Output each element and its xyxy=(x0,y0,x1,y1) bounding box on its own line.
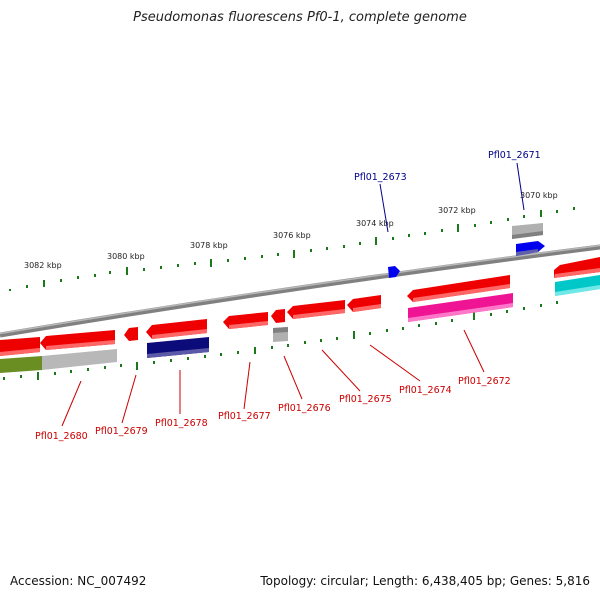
gene-2680-block[interactable] xyxy=(0,337,117,373)
gene-small-red-1[interactable] xyxy=(124,327,138,341)
gene-label-pfl01-2676[interactable]: Pfl01_2676 xyxy=(278,403,331,414)
leader-lines-blue xyxy=(379,162,525,233)
genome-backbone-highlight xyxy=(0,244,600,335)
inner-tick-ring xyxy=(3,301,558,380)
gene-label-pfl01-2674[interactable]: Pfl01_2674 xyxy=(399,385,452,396)
gene-2671-blocks[interactable] xyxy=(512,223,545,256)
gene-2679-arrow[interactable] xyxy=(40,330,115,350)
gene-label-pfl01-2679[interactable]: Pfl01_2679 xyxy=(95,426,148,437)
gene-2677-arrow[interactable] xyxy=(223,312,268,329)
gene-label-pfl01-2673[interactable]: Pfl01_2673 xyxy=(354,172,407,183)
gene-right-red-top[interactable] xyxy=(554,257,600,278)
kbp-label: 3072 kbp xyxy=(438,206,476,215)
gene-2676-arrow[interactable] xyxy=(271,309,288,342)
kbp-label: 3080 kbp xyxy=(107,252,145,261)
kbp-label: 3074 kbp xyxy=(356,219,394,228)
gene-label-pfl01-2672[interactable]: Pfl01_2672 xyxy=(458,376,511,387)
kbp-label: 3078 kbp xyxy=(190,241,228,250)
gene-label-pfl01-2675[interactable]: Pfl01_2675 xyxy=(339,394,392,405)
genome-backbone xyxy=(0,244,600,338)
gene-2675-arrow[interactable] xyxy=(287,300,345,319)
gene-2673-arrow[interactable] xyxy=(388,266,400,278)
kbp-label: 3076 kbp xyxy=(273,231,311,240)
gene-label-pfl01-2677[interactable]: Pfl01_2677 xyxy=(218,411,271,422)
gene-2678-arrow[interactable] xyxy=(146,319,209,358)
topology-text: Topology: circular; Length: 6,438,405 bp… xyxy=(260,574,590,588)
gene-label-pfl01-2671[interactable]: Pfl01_2671 xyxy=(488,150,541,161)
accession-text: Accession: NC_007492 xyxy=(10,574,147,588)
outer-tick-ring xyxy=(9,207,575,291)
gene-label-pfl01-2678[interactable]: Pfl01_2678 xyxy=(155,418,208,429)
kbp-label: 3082 kbp xyxy=(24,261,62,270)
gene-2674-arrow[interactable] xyxy=(347,295,381,312)
gene-right-cyan[interactable] xyxy=(555,275,600,296)
kbp-label: 3070 kbp xyxy=(520,191,558,200)
gene-label-pfl01-2680[interactable]: Pfl01_2680 xyxy=(35,431,88,442)
map-title: Pseudomonas fluorescens Pf0-1, complete … xyxy=(133,10,467,25)
leader-lines-red xyxy=(61,329,485,427)
gene-2672-arrow[interactable] xyxy=(407,275,513,322)
